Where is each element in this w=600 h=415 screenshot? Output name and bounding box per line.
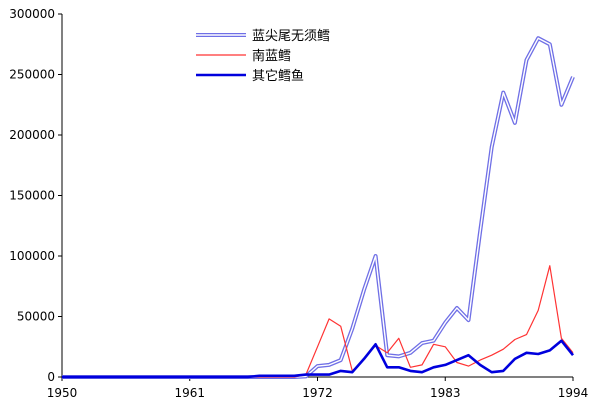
series-line (62, 265, 574, 378)
y-tick-label: 250000 (9, 68, 55, 82)
series-line-inner (62, 37, 574, 378)
legend-item-1: 蓝尖尾无须鳕 (196, 29, 330, 44)
legend-label: 蓝尖尾无须鳕 (252, 29, 330, 44)
y-tick-label: 150000 (9, 189, 55, 203)
y-tick-label: 50000 (17, 310, 55, 324)
series-2 (62, 265, 574, 378)
series-lines (62, 36, 575, 379)
axes: 0 50000 100000 150000 200000 250000 300000 1950… (9, 7, 588, 400)
x-tick-label: 1961 (174, 386, 205, 400)
series-line (62, 339, 575, 379)
series-line-outer (62, 36, 575, 379)
y-tick-label: 300000 (9, 7, 55, 21)
y-tick-label: 0 (47, 370, 55, 384)
y-tick-label: 200000 (9, 128, 55, 142)
legend-item-2: 南蓝鳕 (196, 48, 291, 64)
legend-item-3: 其它鳕鱼 (196, 68, 304, 84)
x-tick-label: 1972 (302, 386, 333, 400)
x-tick-label: 1994 (558, 386, 589, 400)
legend-label: 南蓝鳕 (252, 48, 291, 64)
x-tick-label: 1983 (430, 386, 461, 400)
legend-label: 其它鳕鱼 (252, 68, 304, 84)
series-3 (62, 339, 575, 379)
series-1 (62, 36, 575, 379)
x-tick-label: 1950 (47, 386, 78, 400)
y-tick-label: 100000 (9, 249, 55, 263)
